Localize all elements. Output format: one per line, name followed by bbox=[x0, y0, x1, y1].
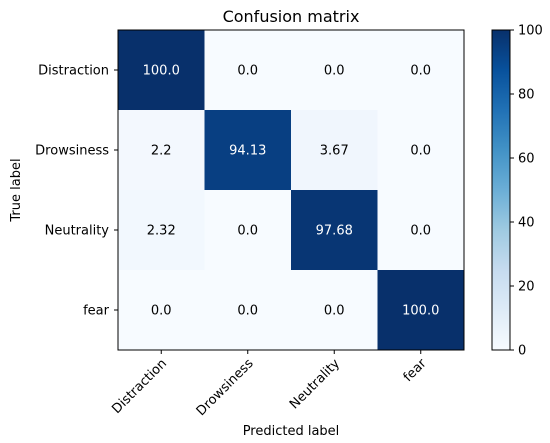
y-tick-label: Drowsiness bbox=[35, 144, 109, 159]
heatmap-cell-3-1 bbox=[204, 270, 292, 351]
x-axis-label: Predicted label bbox=[243, 424, 340, 439]
cell-value-3-1: 0.0 bbox=[237, 304, 258, 319]
heatmap-cell-1-0 bbox=[118, 110, 205, 191]
x-tick-label: Neutrality bbox=[287, 356, 343, 412]
colorbar-axis: 0 20 40 60 80 100 bbox=[510, 24, 543, 359]
colorbar-tick-label: 80 bbox=[518, 88, 535, 103]
heatmap-cell-0-0 bbox=[118, 30, 205, 111]
heatmap-cell-3-2 bbox=[291, 270, 378, 351]
y-tick-label: Neutrality bbox=[45, 224, 110, 239]
cell-value-2-2: 97.68 bbox=[316, 224, 353, 239]
cell-value-1-1: 94.13 bbox=[229, 144, 266, 159]
y-axis: Distraction Drowsiness Neutrality fear bbox=[35, 64, 118, 319]
cell-value-2-0: 2.32 bbox=[147, 224, 176, 239]
heatmap-cell-1-3 bbox=[377, 110, 465, 191]
heatmap-cell-0-1 bbox=[204, 30, 292, 111]
y-axis-label: True label bbox=[9, 158, 24, 222]
heatmap-cell-0-2 bbox=[291, 30, 378, 111]
x-tick-label: fear bbox=[401, 356, 430, 385]
colorbar-tick-label: 100 bbox=[518, 24, 543, 39]
cell-value-0-1: 0.0 bbox=[237, 64, 258, 79]
colorbar-tick-label: 0 bbox=[518, 344, 526, 359]
heatmap-cell-3-0 bbox=[118, 270, 205, 351]
heatmap-cell-2-3 bbox=[377, 190, 465, 271]
cell-value-2-1: 0.0 bbox=[237, 224, 258, 239]
chart-title: Confusion matrix bbox=[223, 7, 360, 26]
heatmap-cells: 100.0 0.0 0.0 0.0 2.2 94.13 3.67 0.0 2.32 0.0 97.6… bbox=[118, 30, 465, 351]
cell-value-3-2: 0.0 bbox=[324, 304, 345, 319]
heatmap-cell-1-2 bbox=[291, 110, 378, 191]
colorbar-tick-label: 20 bbox=[518, 280, 535, 295]
heatmap-cell-2-1 bbox=[204, 190, 292, 271]
heatmap-cell-1-1 bbox=[204, 110, 292, 191]
cell-value-0-3: 0.0 bbox=[410, 64, 431, 79]
cell-value-1-3: 0.0 bbox=[410, 144, 431, 159]
x-tick-label: Drowsiness bbox=[194, 356, 257, 419]
cell-value-3-3: 100.0 bbox=[402, 304, 439, 319]
colorbar-tick-label: 40 bbox=[518, 216, 535, 231]
x-axis: Distraction Drowsiness Neutrality fear bbox=[109, 350, 430, 419]
heatmap-cell-2-2 bbox=[291, 190, 378, 271]
cell-value-1-2: 3.67 bbox=[320, 144, 349, 159]
cell-value-0-0: 100.0 bbox=[143, 64, 180, 79]
x-tick-label: Distraction bbox=[109, 356, 170, 417]
cell-value-2-3: 0.0 bbox=[410, 224, 431, 239]
colorbar-tick-label: 60 bbox=[518, 152, 535, 167]
cell-value-0-2: 0.0 bbox=[324, 64, 345, 79]
cell-value-1-0: 2.2 bbox=[151, 144, 172, 159]
cell-value-3-0: 0.0 bbox=[151, 304, 172, 319]
y-tick-label: Distraction bbox=[38, 64, 109, 79]
heatmap-cell-0-3 bbox=[377, 30, 465, 111]
y-tick-label: fear bbox=[83, 304, 110, 319]
plot-frame bbox=[117, 29, 465, 351]
colorbar bbox=[491, 29, 511, 351]
heatmap-cell-2-0 bbox=[118, 190, 205, 271]
heatmap-cell-3-3 bbox=[377, 270, 465, 351]
